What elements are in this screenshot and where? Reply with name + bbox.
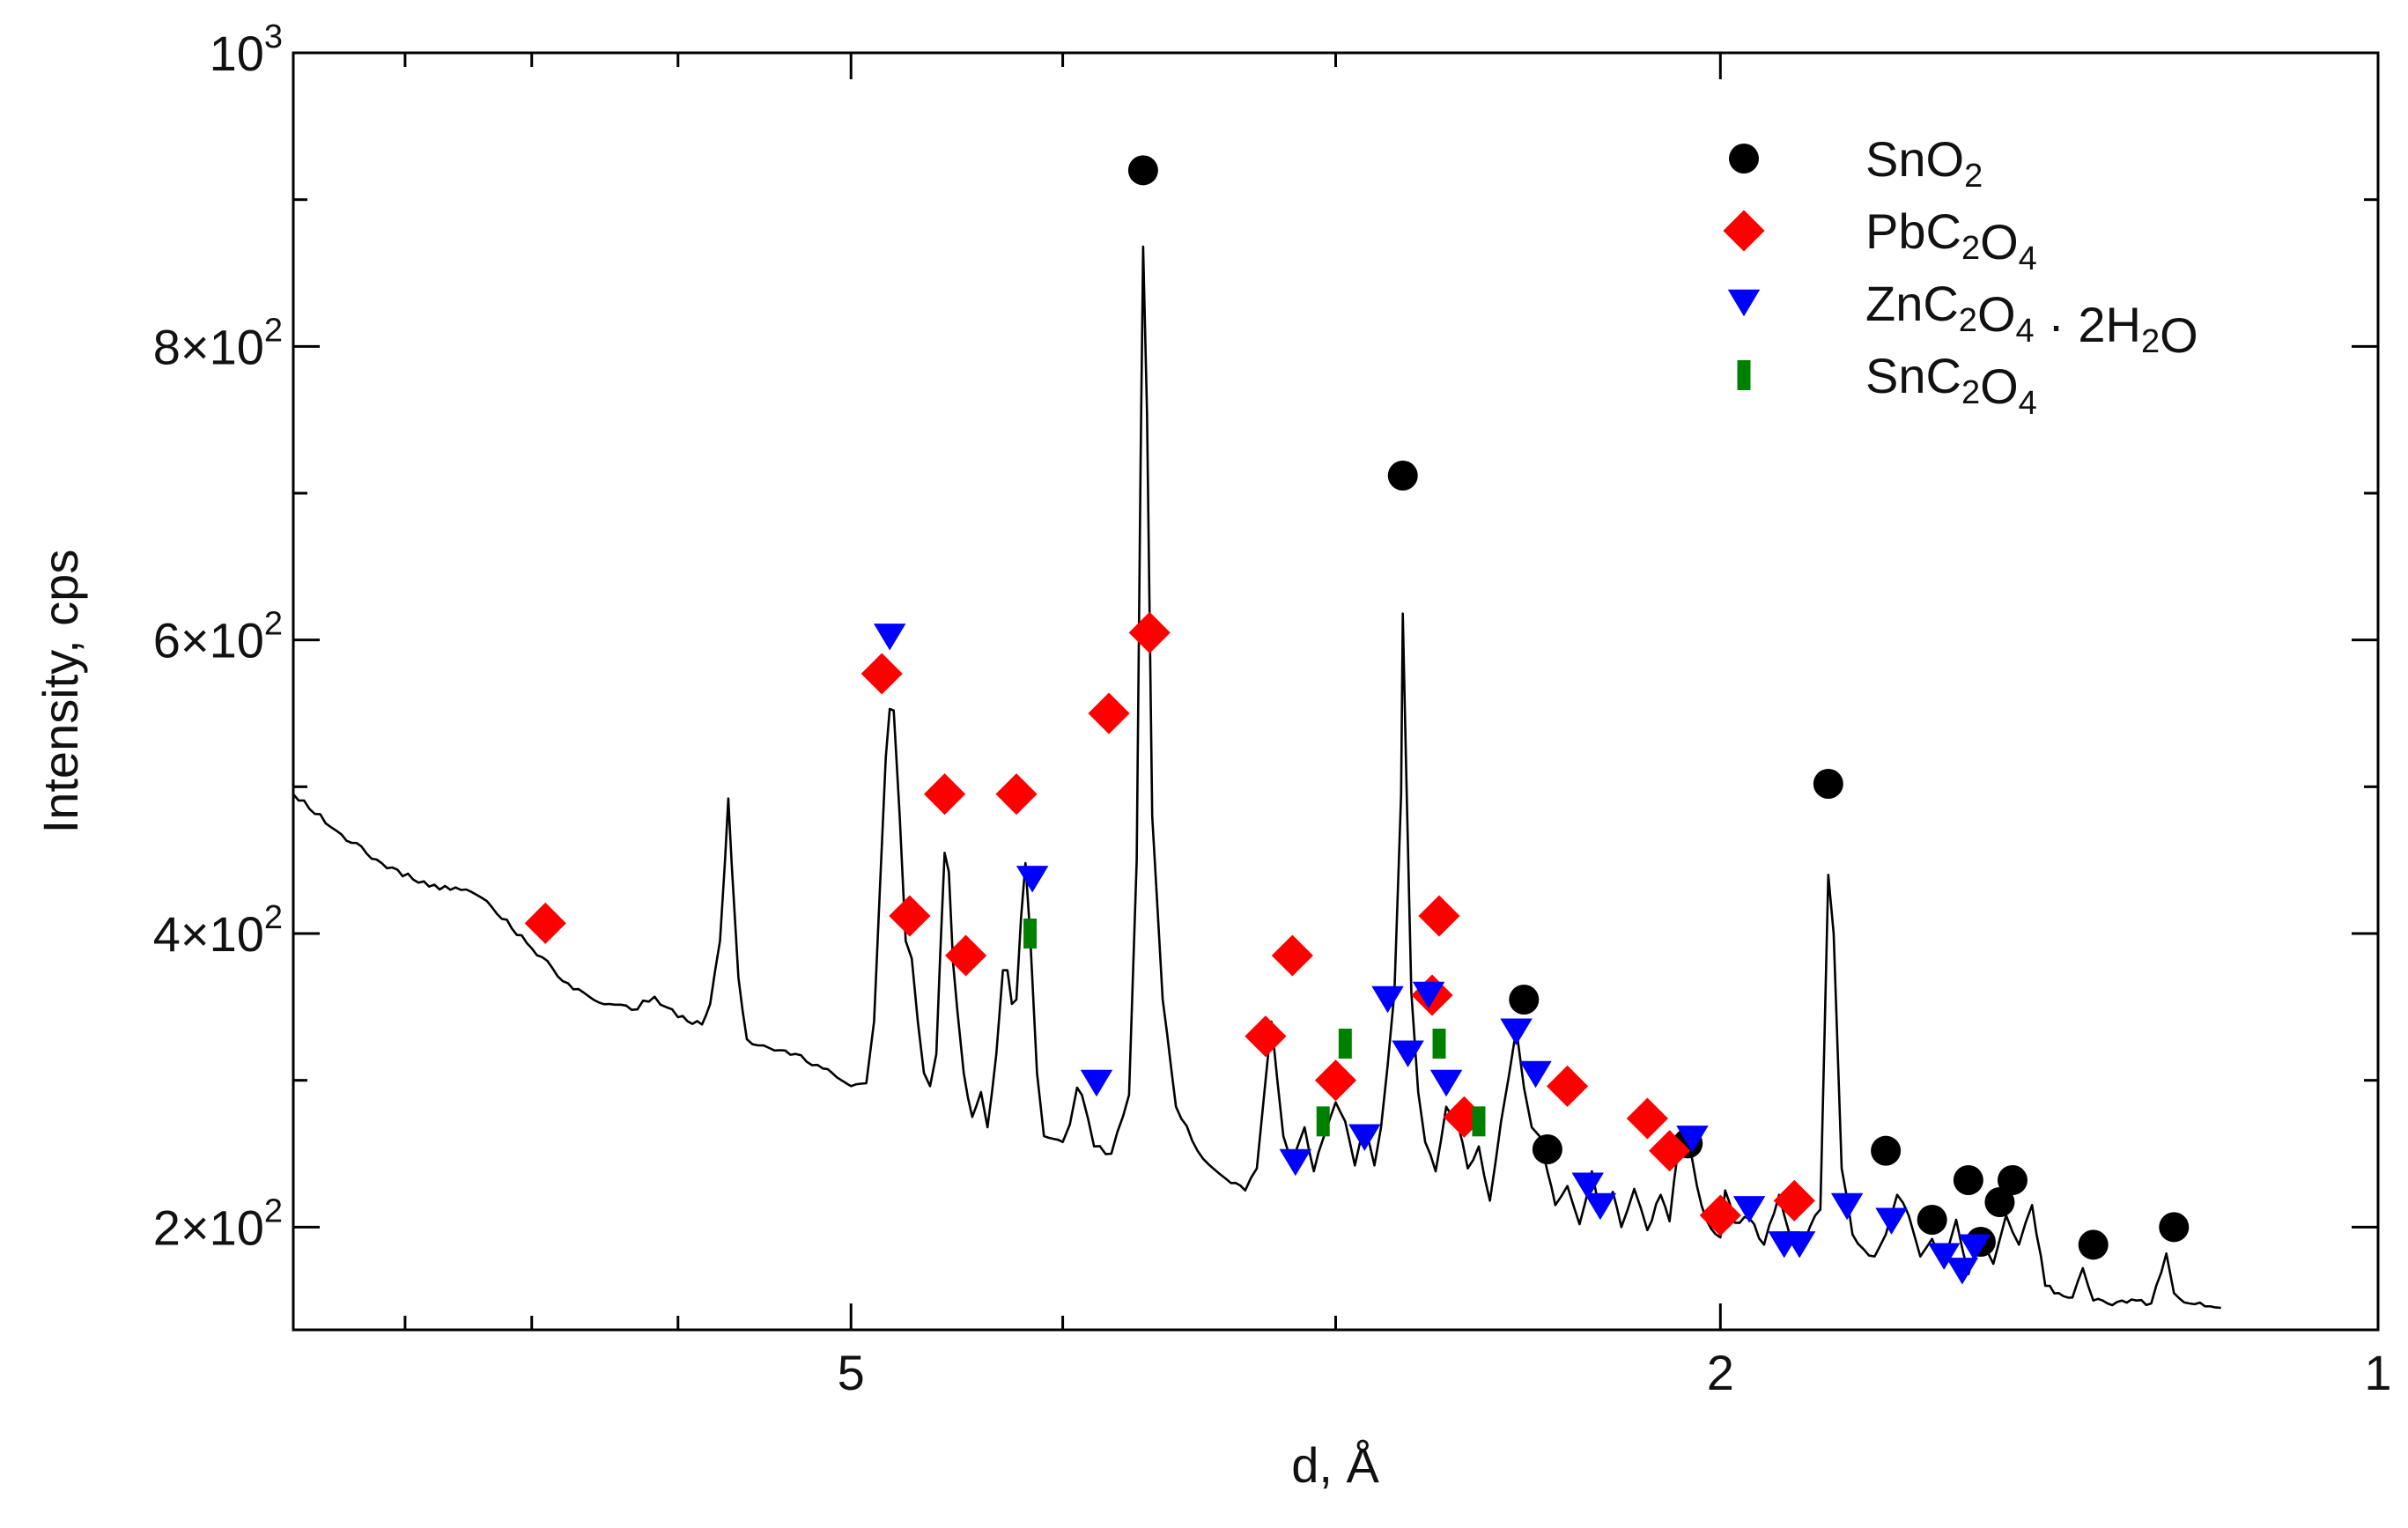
sno2-marker [1917, 1205, 1947, 1235]
pbc2o4-marker [1088, 692, 1130, 734]
x-axis-title: d, Å [1291, 1437, 1379, 1493]
pbc2o4-marker [1418, 895, 1460, 937]
znc2o4-marker [1830, 1192, 1864, 1221]
znc2o4-marker [1412, 981, 1445, 1009]
znc2o4-marker [1584, 1192, 1617, 1221]
pbc2o4-marker [1699, 1194, 1741, 1236]
x-tick-labels: 5 2 1 [838, 1345, 2392, 1400]
znc2o4-marker [1500, 1018, 1533, 1045]
znc2o4-marker [1875, 1207, 1908, 1235]
znc2o4-marker [1016, 866, 1049, 893]
y-tick-label: 6×102 [153, 606, 283, 668]
pbc2o4-marker [1245, 1015, 1287, 1058]
legend-sno2-label: SnO2 [1865, 131, 1983, 195]
sno2-marker [1813, 769, 1843, 799]
znc2o4-marker [1946, 1258, 1979, 1285]
legend-pbc2o4-label: PbC2O4 [1865, 203, 2037, 277]
pbc2o4-marker [1547, 1065, 1589, 1107]
legend-znc2o4-label: ZnC2O4 · 2H2O [1865, 276, 2198, 363]
sno2-marker [1953, 1165, 1983, 1195]
znc2o4-marker [873, 624, 906, 651]
pbc2o4-marker [889, 895, 931, 937]
y-tick-label: 4×102 [153, 899, 283, 962]
snc2o4-marker [1432, 1029, 1446, 1059]
znc2o4-marker [1080, 1069, 1113, 1097]
y-tick-label: 2×102 [153, 1192, 283, 1255]
legend-snc2o4-marker [1737, 360, 1751, 390]
pbc2o4-marker [861, 653, 903, 695]
legend-sno2-marker [1729, 144, 1759, 173]
y-axis-title: Intensity, cps [33, 550, 88, 834]
sno2-marker [1387, 461, 1418, 491]
x-tick-label: 5 [838, 1345, 865, 1400]
legend-pbc2o4-marker [1723, 210, 1765, 252]
pbc2o4-marker [1271, 934, 1313, 977]
sno2-marker [1509, 985, 1540, 1015]
sno2-marker [2159, 1212, 2190, 1243]
znc2o4-marker [1279, 1148, 1312, 1177]
znc2o4-marker [1519, 1060, 1552, 1089]
znc2o4-marker [1958, 1234, 1991, 1261]
pbc2o4-marker [1649, 1130, 1691, 1172]
pbc2o4-marker [995, 773, 1038, 816]
znc2o4-marker [1348, 1124, 1381, 1151]
pbc2o4-marker [923, 773, 966, 816]
snc2o4-marker [1472, 1106, 1486, 1137]
pbc2o4-marker [1626, 1097, 1668, 1140]
znc2o4-marker [1392, 1040, 1424, 1067]
phase-markers [524, 155, 2190, 1285]
axis-ticks [292, 51, 2380, 1330]
legend-znc2o4-marker [1727, 289, 1761, 317]
pbc2o4-marker [524, 902, 566, 944]
sno2-marker [1127, 155, 1158, 186]
pbc2o4-marker [1773, 1179, 1815, 1222]
znc2o4-marker [1732, 1196, 1766, 1223]
sno2-marker [1997, 1165, 2028, 1195]
y-tick-label: 8×102 [153, 312, 283, 374]
sno2-marker [1984, 1187, 2015, 1217]
x-tick-label: 1 [2364, 1345, 2391, 1400]
pbc2o4-marker [1128, 611, 1171, 653]
snc2o4-marker [1023, 919, 1038, 949]
znc2o4-marker [1371, 985, 1404, 1014]
snc2o4-marker [1338, 1029, 1352, 1059]
x-tick-label: 2 [1707, 1345, 1734, 1400]
znc2o4-marker [1783, 1231, 1816, 1259]
snc2o4-marker [1316, 1106, 1330, 1137]
znc2o4-marker [1571, 1172, 1604, 1200]
znc2o4-marker [1927, 1243, 1961, 1270]
sno2-marker [1532, 1134, 1562, 1164]
legend-snc2o4-label: SnC2O4 [1865, 348, 2037, 422]
pbc2o4-marker [945, 934, 987, 977]
pbc2o4-marker [1314, 1059, 1357, 1102]
znc2o4-marker [1429, 1069, 1463, 1097]
sno2-marker [1871, 1135, 1902, 1166]
znc2o4-marker [1676, 1126, 1709, 1153]
sno2-marker [2078, 1229, 2109, 1260]
